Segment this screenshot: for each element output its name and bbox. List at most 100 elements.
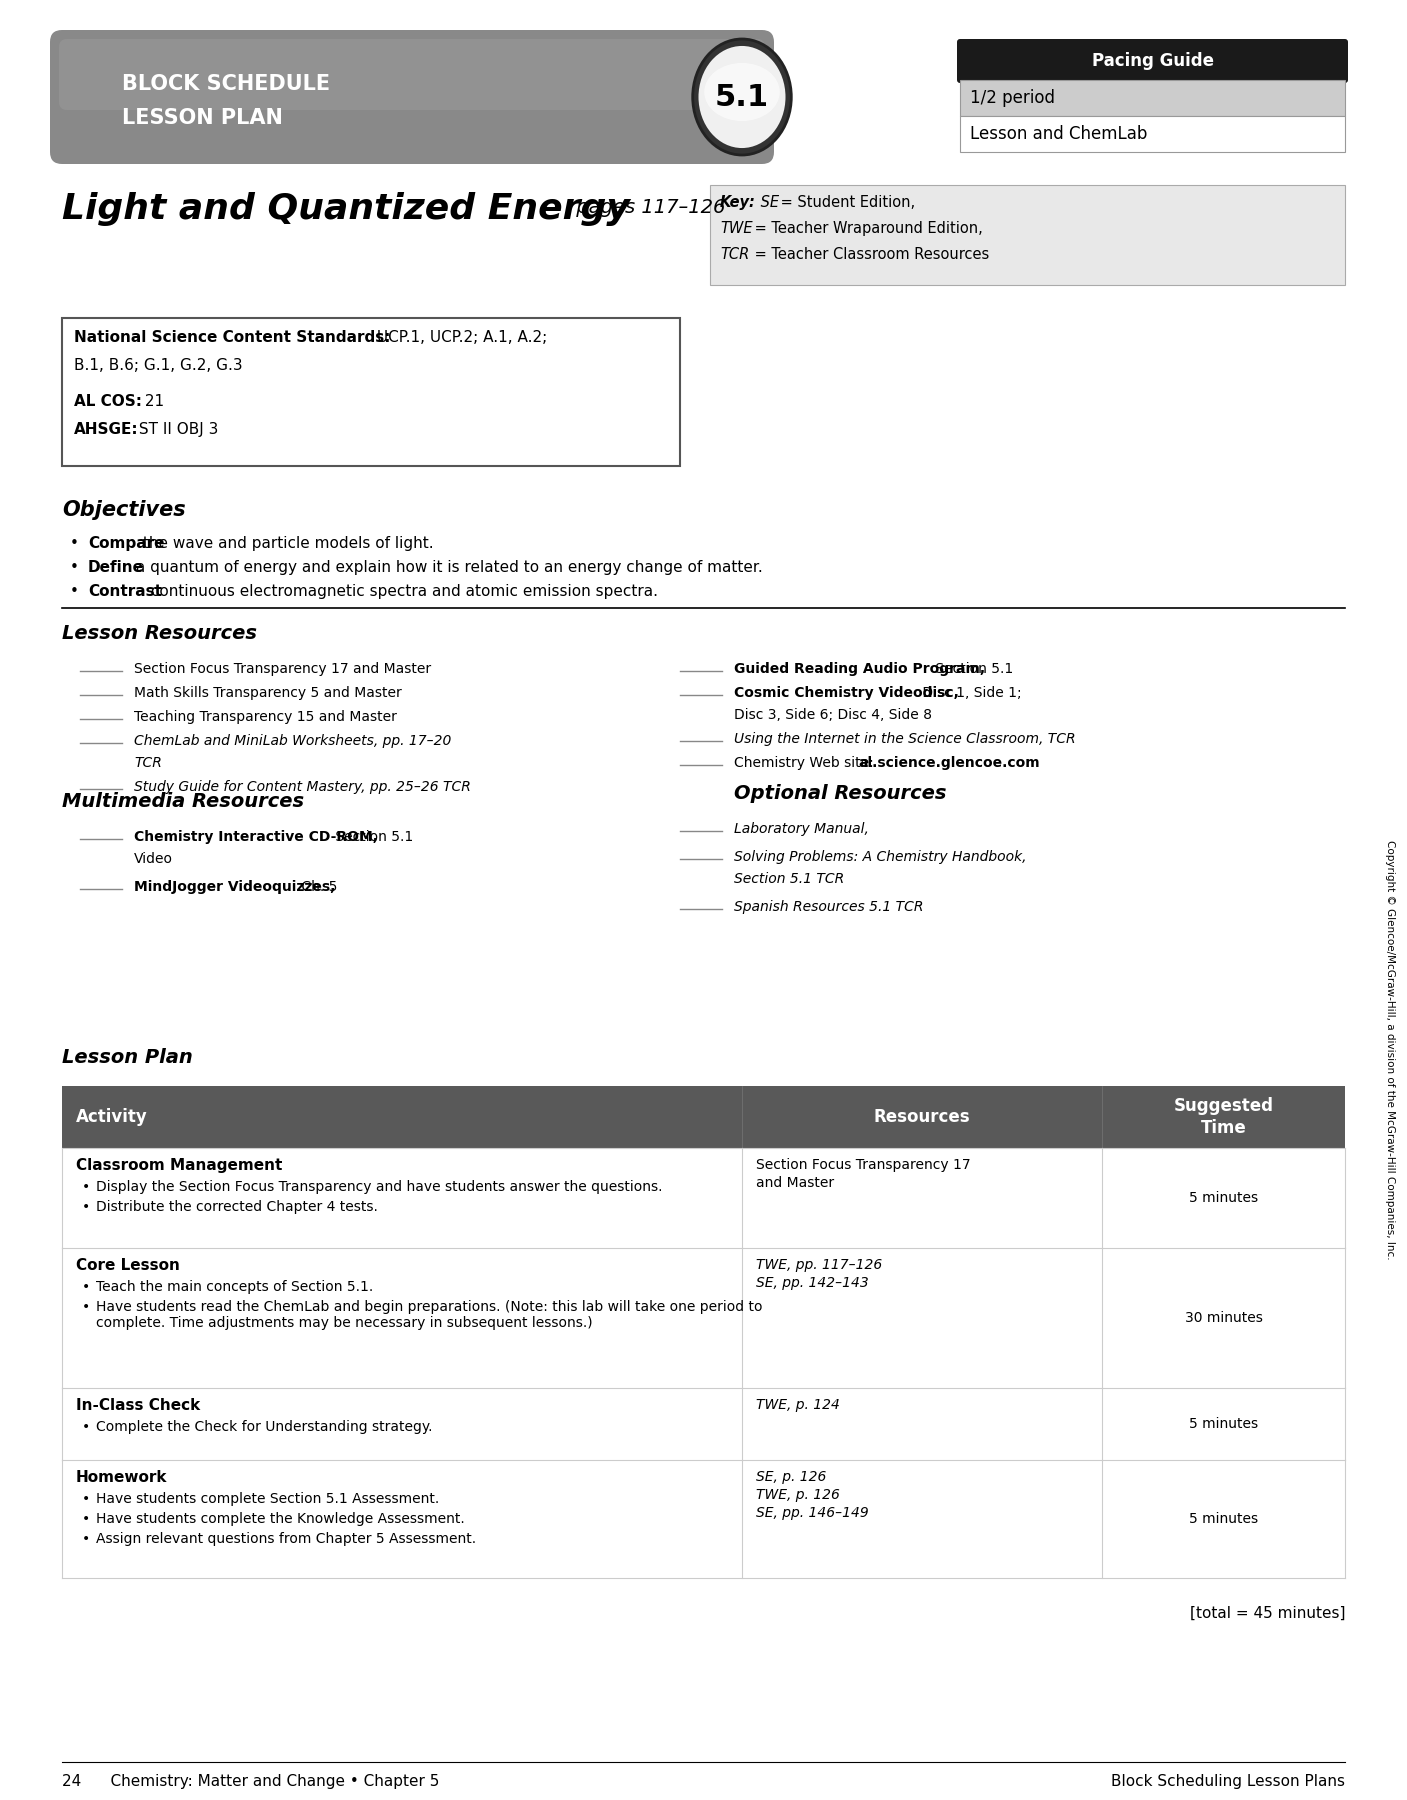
- Text: Pacing Guide: Pacing Guide: [1092, 52, 1213, 70]
- Text: Disc 1, Side 1;: Disc 1, Side 1;: [917, 686, 1021, 700]
- Text: Chemistry Interactive CD-ROM,: Chemistry Interactive CD-ROM,: [134, 830, 378, 844]
- Text: National Science Content Standards:: National Science Content Standards:: [75, 329, 391, 346]
- Text: Study Guide for Content Mastery, pp. 25–26 TCR: Study Guide for Content Mastery, pp. 25–…: [134, 779, 471, 794]
- Text: Section Focus Transparency 17: Section Focus Transparency 17: [756, 1157, 971, 1172]
- Text: TWE, p. 124: TWE, p. 124: [756, 1399, 840, 1411]
- Text: and Master: and Master: [756, 1175, 834, 1190]
- Text: TCR: TCR: [134, 756, 162, 770]
- Text: 21: 21: [141, 394, 165, 409]
- Text: Distribute the corrected Chapter 4 tests.: Distribute the corrected Chapter 4 tests…: [96, 1201, 378, 1213]
- Text: Cosmic Chemistry Videodisc,: Cosmic Chemistry Videodisc,: [734, 686, 960, 700]
- FancyBboxPatch shape: [957, 40, 1348, 83]
- Text: Using the Internet in the Science Classroom, TCR: Using the Internet in the Science Classr…: [734, 733, 1075, 745]
- Text: = Teacher Wraparound Edition,: = Teacher Wraparound Edition,: [750, 221, 982, 236]
- Text: Have students complete Section 5.1 Assessment.: Have students complete Section 5.1 Asses…: [96, 1492, 439, 1507]
- Text: •: •: [82, 1532, 90, 1546]
- Text: Optional Resources: Optional Resources: [734, 785, 947, 803]
- Ellipse shape: [698, 47, 785, 148]
- Text: 5 minutes: 5 minutes: [1189, 1417, 1258, 1431]
- Text: Teaching Transparency 15 and Master: Teaching Transparency 15 and Master: [134, 709, 397, 724]
- Text: 1/2 period: 1/2 period: [969, 88, 1055, 106]
- Text: Lesson and ChemLab: Lesson and ChemLab: [969, 124, 1147, 142]
- Text: 5 minutes: 5 minutes: [1189, 1192, 1258, 1204]
- Text: Ch. 5: Ch. 5: [297, 880, 338, 895]
- Text: Light and Quantized Energy: Light and Quantized Energy: [62, 193, 630, 227]
- FancyBboxPatch shape: [62, 1148, 1345, 1247]
- Text: Core Lesson: Core Lesson: [76, 1258, 180, 1273]
- Ellipse shape: [692, 40, 791, 155]
- Text: Display the Section Focus Transparency and have students answer the questions.: Display the Section Focus Transparency a…: [96, 1181, 663, 1193]
- Text: Compare: Compare: [89, 536, 165, 551]
- Text: continuous electromagnetic spectra and atomic emission spectra.: continuous electromagnetic spectra and a…: [145, 583, 657, 599]
- Text: SE, pp. 142–143: SE, pp. 142–143: [756, 1276, 868, 1291]
- Text: Lesson Resources: Lesson Resources: [62, 625, 257, 643]
- Text: a quantum of energy and explain how it is related to an energy change of matter.: a quantum of energy and explain how it i…: [131, 560, 763, 574]
- Text: 24      Chemistry: Matter and Change • Chapter 5: 24 Chemistry: Matter and Change • Chapte…: [62, 1775, 439, 1789]
- Text: ST II OBJ 3: ST II OBJ 3: [134, 421, 218, 437]
- Text: LESSON PLAN: LESSON PLAN: [122, 108, 283, 128]
- Text: TCR: TCR: [720, 247, 750, 263]
- Text: = Teacher Classroom Resources: = Teacher Classroom Resources: [750, 247, 989, 263]
- FancyBboxPatch shape: [711, 185, 1345, 284]
- Text: TWE, p. 126: TWE, p. 126: [756, 1489, 840, 1501]
- FancyBboxPatch shape: [62, 319, 680, 466]
- Text: Copyright © Glencoe/McGraw-Hill, a division of the McGraw-Hill Companies, Inc.: Copyright © Glencoe/McGraw-Hill, a divis…: [1384, 841, 1394, 1260]
- Text: Objectives: Objectives: [62, 500, 186, 520]
- Text: •: •: [82, 1280, 90, 1294]
- Text: SE, p. 126: SE, p. 126: [756, 1471, 826, 1483]
- Text: BLOCK SCHEDULE: BLOCK SCHEDULE: [122, 74, 331, 94]
- Text: Contrast: Contrast: [89, 583, 162, 599]
- Text: Multimedia Resources: Multimedia Resources: [62, 792, 304, 812]
- Text: AL COS:: AL COS:: [75, 394, 142, 409]
- Text: •: •: [82, 1181, 90, 1193]
- Text: Have students read the ChemLab and begin preparations. (Note: this lab will take: Have students read the ChemLab and begin…: [96, 1300, 763, 1314]
- FancyBboxPatch shape: [62, 1388, 1345, 1460]
- Text: In-Class Check: In-Class Check: [76, 1399, 200, 1413]
- Text: Classroom Management: Classroom Management: [76, 1157, 283, 1174]
- FancyBboxPatch shape: [62, 1247, 1345, 1388]
- Text: Define: Define: [89, 560, 144, 574]
- Text: •: •: [70, 536, 79, 551]
- Text: Section 5.1: Section 5.1: [931, 662, 1013, 677]
- Text: Section 5.1 TCR: Section 5.1 TCR: [734, 871, 844, 886]
- Text: AHSGE:: AHSGE:: [75, 421, 139, 437]
- Text: Teach the main concepts of Section 5.1.: Teach the main concepts of Section 5.1.: [96, 1280, 373, 1294]
- Text: •: •: [82, 1512, 90, 1526]
- Text: SE: SE: [756, 194, 779, 211]
- Ellipse shape: [705, 63, 779, 121]
- Text: Lesson Plan: Lesson Plan: [62, 1048, 193, 1067]
- Text: Disc 3, Side 6; Disc 4, Side 8: Disc 3, Side 6; Disc 4, Side 8: [734, 707, 931, 722]
- Text: al.science.glencoe.com: al.science.glencoe.com: [858, 756, 1040, 770]
- Text: Chemistry Web site:: Chemistry Web site:: [734, 756, 878, 770]
- Text: Video: Video: [134, 851, 173, 866]
- Text: = Student Edition,: = Student Edition,: [777, 194, 915, 211]
- FancyBboxPatch shape: [62, 1085, 1345, 1148]
- Text: 30 minutes: 30 minutes: [1185, 1310, 1262, 1325]
- FancyBboxPatch shape: [960, 79, 1345, 115]
- Text: Key:: Key:: [720, 194, 756, 211]
- Text: MindJogger Videoquizzes,: MindJogger Videoquizzes,: [134, 880, 335, 895]
- Text: UCP.1, UCP.2; A.1, A.2;: UCP.1, UCP.2; A.1, A.2;: [371, 329, 547, 346]
- Text: B.1, B.6; G.1, G.2, G.3: B.1, B.6; G.1, G.2, G.3: [75, 358, 242, 373]
- Text: 5 minutes: 5 minutes: [1189, 1512, 1258, 1526]
- Text: complete. Time adjustments may be necessary in subsequent lessons.): complete. Time adjustments may be necess…: [96, 1316, 592, 1330]
- Text: SE, pp. 146–149: SE, pp. 146–149: [756, 1507, 868, 1519]
- Text: •: •: [82, 1420, 90, 1435]
- Text: Section Focus Transparency 17 and Master: Section Focus Transparency 17 and Master: [134, 662, 431, 677]
- Text: TWE: TWE: [720, 221, 753, 236]
- Text: •: •: [82, 1201, 90, 1213]
- Text: ChemLab and MiniLab Worksheets, pp. 17–20: ChemLab and MiniLab Worksheets, pp. 17–2…: [134, 734, 452, 749]
- Text: the wave and particle models of light.: the wave and particle models of light.: [138, 536, 433, 551]
- Text: TWE, pp. 117–126: TWE, pp. 117–126: [756, 1258, 882, 1273]
- Text: Laboratory Manual,: Laboratory Manual,: [734, 823, 870, 835]
- Text: Assign relevant questions from Chapter 5 Assessment.: Assign relevant questions from Chapter 5…: [96, 1532, 476, 1546]
- Text: Math Skills Transparency 5 and Master: Math Skills Transparency 5 and Master: [134, 686, 402, 700]
- FancyBboxPatch shape: [51, 31, 774, 164]
- Text: 5.1: 5.1: [715, 83, 770, 112]
- Text: Block Scheduling Lesson Plans: Block Scheduling Lesson Plans: [1112, 1775, 1345, 1789]
- Text: pages 117–126: pages 117–126: [570, 198, 726, 218]
- Text: Solving Problems: A Chemistry Handbook,: Solving Problems: A Chemistry Handbook,: [734, 850, 1027, 864]
- Text: [total = 45 minutes]: [total = 45 minutes]: [1189, 1606, 1345, 1622]
- Text: Activity: Activity: [76, 1109, 148, 1127]
- Text: Section 5.1: Section 5.1: [331, 830, 414, 844]
